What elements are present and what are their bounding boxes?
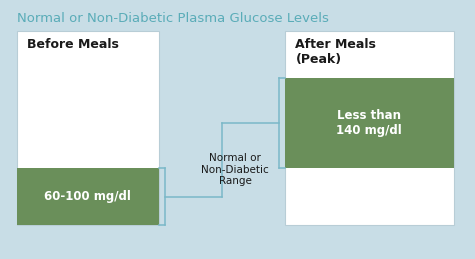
FancyBboxPatch shape <box>285 31 454 225</box>
Text: Less than
140 mg/dl: Less than 140 mg/dl <box>336 109 402 137</box>
Text: Normal or
Non-Diabetic
Range: Normal or Non-Diabetic Range <box>201 153 269 186</box>
FancyBboxPatch shape <box>17 168 159 225</box>
Text: 60-100 mg/dl: 60-100 mg/dl <box>45 190 131 203</box>
Text: Before Meals: Before Meals <box>27 38 119 51</box>
Text: After Meals
(Peak): After Meals (Peak) <box>295 38 376 66</box>
Text: Normal or Non-Diabetic Plasma Glucose Levels: Normal or Non-Diabetic Plasma Glucose Le… <box>17 12 329 25</box>
FancyBboxPatch shape <box>285 78 454 168</box>
FancyBboxPatch shape <box>17 31 159 225</box>
